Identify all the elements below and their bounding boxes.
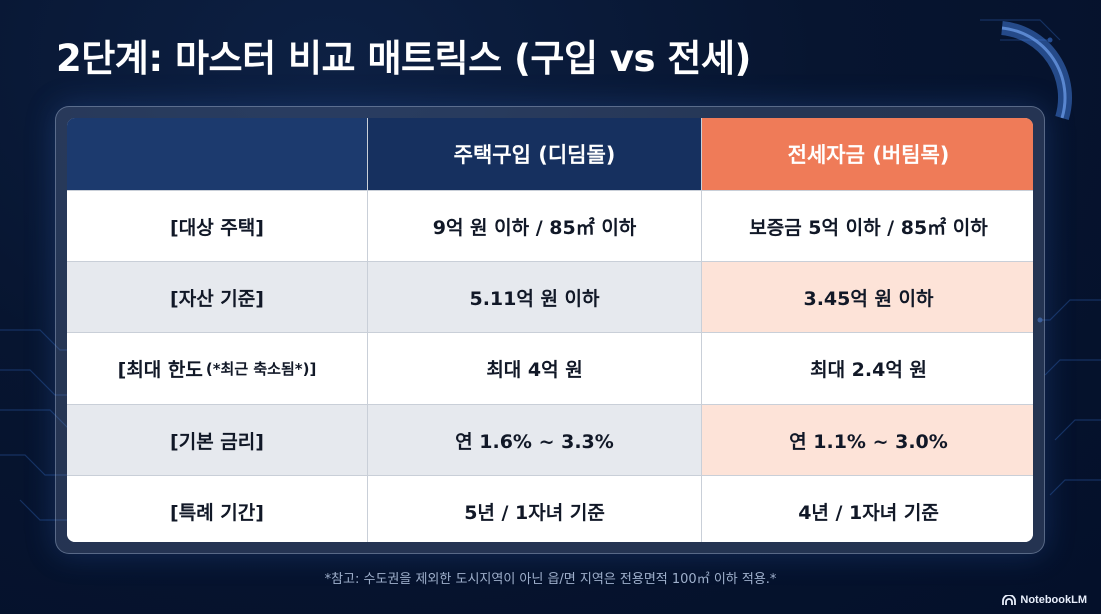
header-blank-cell	[67, 118, 367, 190]
page-title: 2단계: 마스터 비교 매트릭스 (구입 vs 전세)	[56, 37, 751, 80]
row-label-base-rate: [기본 금리]	[67, 405, 367, 475]
cell-buy-target-housing: 9억 원 이하 / 85㎡ 이하	[368, 191, 701, 261]
comparison-table: 주택구입 (디딤돌) 전세자금 (버팀목) [대상 주택] 9억 원 이하 / …	[67, 118, 1033, 542]
cell-jeonse-asset-criteria: 3.45억 원 이하	[702, 262, 1033, 332]
cell-buy-max-limit: 최대 4억 원	[368, 333, 701, 404]
footnote: *참고: 수도권을 제외한 도시지역이 아닌 읍/면 지역은 전용면적 100㎡…	[324, 572, 777, 587]
row-label-max-limit-main: [최대 한도	[117, 359, 203, 381]
cell-buy-base-rate: 연 1.6% ~ 3.3%	[368, 405, 701, 475]
row-label-max-limit-note: (*최근 축소됨*)]	[205, 360, 317, 378]
notebooklm-logo-icon	[1002, 594, 1017, 605]
brand-watermark: NotebookLM	[1002, 594, 1087, 606]
row-label-special-period: [특례 기간]	[67, 476, 367, 542]
row-label-asset-criteria: [자산 기준]	[67, 262, 367, 332]
row-label-target-housing: [대상 주택]	[67, 191, 367, 261]
brand-label: NotebookLM	[1020, 594, 1087, 606]
cell-jeonse-base-rate: 연 1.1% ~ 3.0%	[702, 405, 1033, 475]
header-jeonse-loan: 전세자금 (버팀목)	[702, 118, 1033, 190]
header-home-purchase: 주택구입 (디딤돌)	[368, 118, 701, 190]
cell-buy-asset-criteria: 5.11억 원 이하	[368, 262, 701, 332]
cell-buy-special-period: 5년 / 1자녀 기준	[368, 476, 701, 542]
row-label-max-limit: [최대 한도 (*최근 축소됨*)]	[67, 333, 367, 404]
cell-jeonse-max-limit: 최대 2.4억 원	[702, 333, 1033, 404]
cell-jeonse-special-period: 4년 / 1자녀 기준	[702, 476, 1033, 542]
cell-jeonse-target-housing: 보증금 5억 이하 / 85㎡ 이하	[702, 191, 1033, 261]
